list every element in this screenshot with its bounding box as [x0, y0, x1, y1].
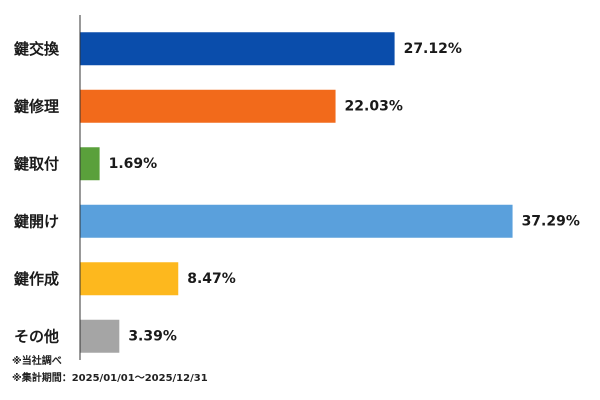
value-label-3: 1.69%	[109, 156, 158, 172]
value-label-1: 27.12%	[404, 41, 462, 57]
value-label-4: 37.29%	[522, 213, 580, 229]
bars-layer	[80, 32, 513, 353]
category-label-4: 鍵開け	[14, 212, 59, 230]
value-label-5: 8.47%	[187, 271, 236, 287]
value-label-6: 3.39%	[128, 328, 177, 344]
bar-6	[80, 319, 120, 353]
bar-5	[80, 262, 179, 296]
bar-2	[80, 89, 336, 123]
category-label-1: 鍵交換	[14, 40, 60, 58]
source-note: ※当社調べ	[12, 356, 62, 367]
bar-3	[80, 147, 100, 181]
value-labels: 27.12% 22.03% 1.69% 37.29% 8.47% 3.39%	[109, 41, 580, 345]
value-label-2: 22.03%	[345, 98, 403, 114]
category-label-2: 鍵修理	[14, 97, 59, 115]
bar-1	[80, 32, 395, 66]
category-label-6: その他	[14, 327, 59, 345]
category-label-5: 鍵作成	[14, 270, 59, 288]
bar-4	[80, 204, 513, 238]
period-note: ※集計期間：2025/01/01〜2025/12/31	[12, 373, 208, 384]
category-label-3: 鍵取付	[14, 155, 59, 173]
